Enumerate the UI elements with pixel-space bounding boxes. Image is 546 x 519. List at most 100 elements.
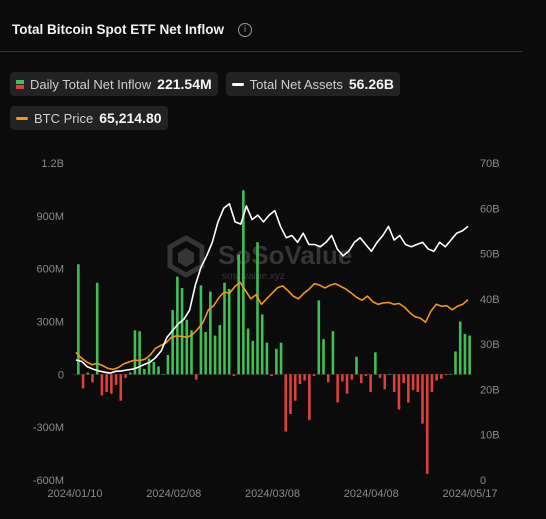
inflow-bar[interactable] xyxy=(435,374,438,381)
inflow-bar[interactable] xyxy=(128,372,132,375)
inflow-bar[interactable] xyxy=(284,374,288,432)
inflow-bar[interactable] xyxy=(388,374,391,375)
inflow-bar[interactable] xyxy=(119,374,123,401)
inflow-bar[interactable] xyxy=(218,325,222,375)
inflow-bar[interactable] xyxy=(345,374,349,394)
inflow-bar[interactable] xyxy=(383,374,387,390)
inflow-bar[interactable] xyxy=(260,314,264,375)
inflow-bar[interactable] xyxy=(336,374,339,403)
inflow-bar[interactable] xyxy=(204,332,207,375)
inflow-bar[interactable] xyxy=(444,374,448,376)
y-right-tick-label: 10B xyxy=(480,430,500,442)
inflow-bar[interactable] xyxy=(143,369,146,375)
x-tick-label: 2024/04/08 xyxy=(344,488,399,500)
inflow-bar[interactable] xyxy=(298,374,302,385)
info-icon[interactable]: i xyxy=(237,22,252,37)
legend-total-net-assets[interactable]: Total Net Assets 56.26B xyxy=(225,72,401,96)
inflow-bar[interactable] xyxy=(180,288,184,375)
inflow-bar[interactable] xyxy=(157,366,160,375)
inflow-bar[interactable] xyxy=(341,374,344,382)
inflow-bar[interactable] xyxy=(275,348,278,375)
inflow-bar[interactable] xyxy=(114,374,118,385)
inflow-bar[interactable] xyxy=(364,374,368,377)
legend-btc-label: BTC Price xyxy=(34,110,94,126)
inflow-bar[interactable] xyxy=(308,374,311,421)
inflow-bar[interactable] xyxy=(303,374,306,381)
inflow-bar[interactable] xyxy=(124,374,127,378)
inflow-bar[interactable] xyxy=(397,374,401,410)
inflow-bar[interactable] xyxy=(133,330,137,375)
inflow-bar[interactable] xyxy=(411,374,415,391)
inflow-bar[interactable] xyxy=(213,335,217,375)
inflow-bar[interactable] xyxy=(458,321,462,375)
inflow-bar[interactable] xyxy=(326,374,330,383)
inflow-bar[interactable] xyxy=(223,282,226,375)
inflow-bar[interactable] xyxy=(421,374,424,424)
inflow-bar[interactable] xyxy=(190,330,193,375)
inflow-bar[interactable] xyxy=(463,333,467,375)
inflow-bar[interactable] xyxy=(81,374,85,389)
watermark: SoSoValue sosovalue.xyz xyxy=(167,235,352,282)
y-right-tick-label: 30B xyxy=(480,339,500,351)
inflow-bar[interactable] xyxy=(209,291,212,375)
inflow-bar[interactable] xyxy=(86,372,90,375)
y-left-tick-label: -300M xyxy=(33,422,64,434)
inflow-bar[interactable] xyxy=(374,352,377,375)
btc-price-line[interactable] xyxy=(75,281,469,371)
inflow-bar[interactable] xyxy=(194,374,198,380)
inflow-bar[interactable] xyxy=(100,374,104,396)
inflow-bar[interactable] xyxy=(152,362,156,375)
bar-swatch-icon xyxy=(16,79,24,89)
inflow-bar[interactable] xyxy=(440,374,443,379)
inflow-bar[interactable] xyxy=(199,285,203,375)
inflow-bar[interactable] xyxy=(425,374,429,474)
inflow-bar[interactable] xyxy=(256,242,259,375)
inflow-bar[interactable] xyxy=(185,319,189,375)
inflow-bar[interactable] xyxy=(265,342,269,375)
inflow-bar[interactable] xyxy=(105,374,108,392)
y-left-tick-label: 1.2B xyxy=(41,158,64,170)
inflow-bar[interactable] xyxy=(317,300,321,375)
inflow-bar[interactable] xyxy=(392,374,396,392)
inflow-bar[interactable] xyxy=(355,356,358,375)
legend-btc-price[interactable]: BTC Price 65,214.80 xyxy=(10,106,168,130)
inflow-bar[interactable] xyxy=(147,358,151,375)
inflow-bar[interactable] xyxy=(110,374,113,394)
inflow-bar[interactable] xyxy=(138,331,141,375)
inflow-bar[interactable] xyxy=(430,374,434,392)
inflow-bar[interactable] xyxy=(246,328,250,375)
inflow-bar[interactable] xyxy=(369,374,372,392)
total-net-assets-line[interactable] xyxy=(75,203,469,374)
inflow-bar[interactable] xyxy=(449,374,453,375)
inflow-bar[interactable] xyxy=(293,374,297,401)
inflow-bar[interactable] xyxy=(350,374,354,380)
inflow-bar[interactable] xyxy=(331,331,335,375)
inflow-bar[interactable] xyxy=(91,374,94,383)
inflow-bar[interactable] xyxy=(378,374,382,378)
inflow-bar[interactable] xyxy=(322,339,325,375)
inflow-bar[interactable] xyxy=(407,374,410,403)
inflow-bar[interactable] xyxy=(279,342,283,375)
inflow-bar[interactable] xyxy=(232,374,236,377)
inflow-bar[interactable] xyxy=(402,374,405,384)
watermark-text: SoSoValue xyxy=(218,240,352,270)
inflow-bar[interactable] xyxy=(416,374,420,392)
inflow-bar[interactable] xyxy=(251,340,255,375)
inflow-bar[interactable] xyxy=(171,310,174,375)
inflow-bar[interactable] xyxy=(95,282,99,375)
inflow-bar[interactable] xyxy=(242,190,245,375)
inflow-bar[interactable] xyxy=(161,374,165,375)
inflow-bar[interactable] xyxy=(237,254,240,375)
inflow-bar[interactable] xyxy=(454,351,457,375)
inflow-bar[interactable] xyxy=(77,264,80,375)
y-left-tick-label: 900M xyxy=(36,211,64,223)
inflow-bar[interactable] xyxy=(166,354,170,375)
inflow-bar[interactable] xyxy=(312,374,316,377)
inflow-bar[interactable] xyxy=(289,374,292,414)
inflow-bar[interactable] xyxy=(227,288,231,375)
inflow-bar[interactable] xyxy=(468,335,471,375)
inflow-bar[interactable] xyxy=(359,374,363,384)
inflow-bar[interactable] xyxy=(270,374,273,377)
legend-daily-net-inflow[interactable]: Daily Total Net Inflow 221.54M xyxy=(10,72,218,96)
